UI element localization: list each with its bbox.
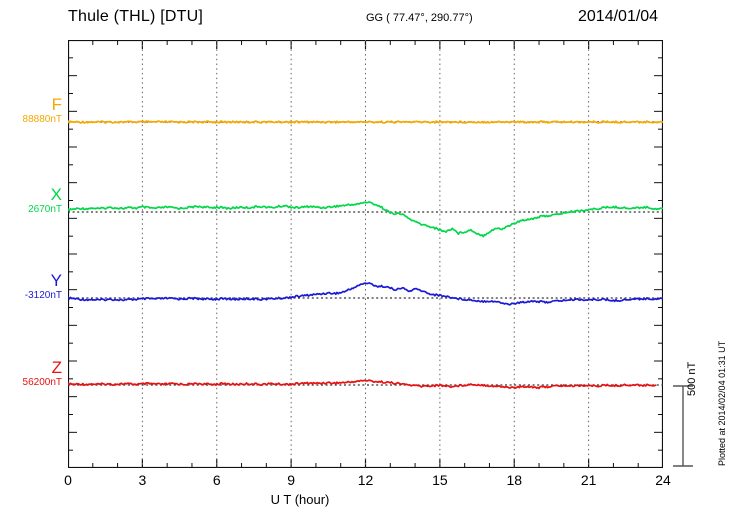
- x-tick-label-3: 3: [138, 472, 147, 488]
- x-tick-label-21: 21: [580, 472, 597, 488]
- component-baseline-z: 56200nT: [22, 376, 62, 388]
- component-symbol-z: Z: [51, 358, 62, 377]
- component-symbol-y: Y: [50, 271, 62, 290]
- x-axis-title-text: U T (hour): [270, 492, 330, 507]
- x-tick-label-0: 0: [64, 472, 72, 488]
- x-tick-label-6: 6: [212, 472, 221, 488]
- page-title: Thule (THL) [DTU]: [68, 8, 203, 25]
- x-tick-label-12: 12: [357, 472, 374, 488]
- component-baseline-f: 88880nT: [22, 113, 62, 125]
- geographic-coordinates: GG ( 77.47°, 290.77°): [366, 12, 473, 24]
- component-label-x: X 2670nT: [0, 186, 62, 215]
- x-axis-title: U T (hour): [0, 492, 730, 507]
- component-baseline-y: -3120nT: [24, 289, 62, 301]
- component-label-z: Z 56200nT: [0, 359, 62, 388]
- plotted-at-timestamp: Plotted at 2014/02/04 01:31 UT: [717, 340, 727, 466]
- component-symbol-f: F: [51, 95, 62, 114]
- x-tick-label-9: 9: [287, 472, 296, 488]
- x-tick-label-24: 24: [655, 472, 671, 488]
- component-label-y: Y -3120nT: [0, 272, 62, 301]
- component-baseline-x: 2670nT: [28, 203, 62, 215]
- plot-area: [68, 40, 663, 468]
- magnetogram-svg: [68, 40, 663, 468]
- scale-bar: [673, 385, 693, 467]
- component-label-f: F 88880nT: [0, 96, 62, 125]
- scale-bar-label: 500 nT: [686, 361, 698, 396]
- component-symbol-x: X: [50, 185, 62, 204]
- x-tick-label-18: 18: [506, 472, 523, 488]
- x-tick-label-15: 15: [432, 472, 448, 488]
- observation-date: 2014/01/04: [578, 8, 659, 25]
